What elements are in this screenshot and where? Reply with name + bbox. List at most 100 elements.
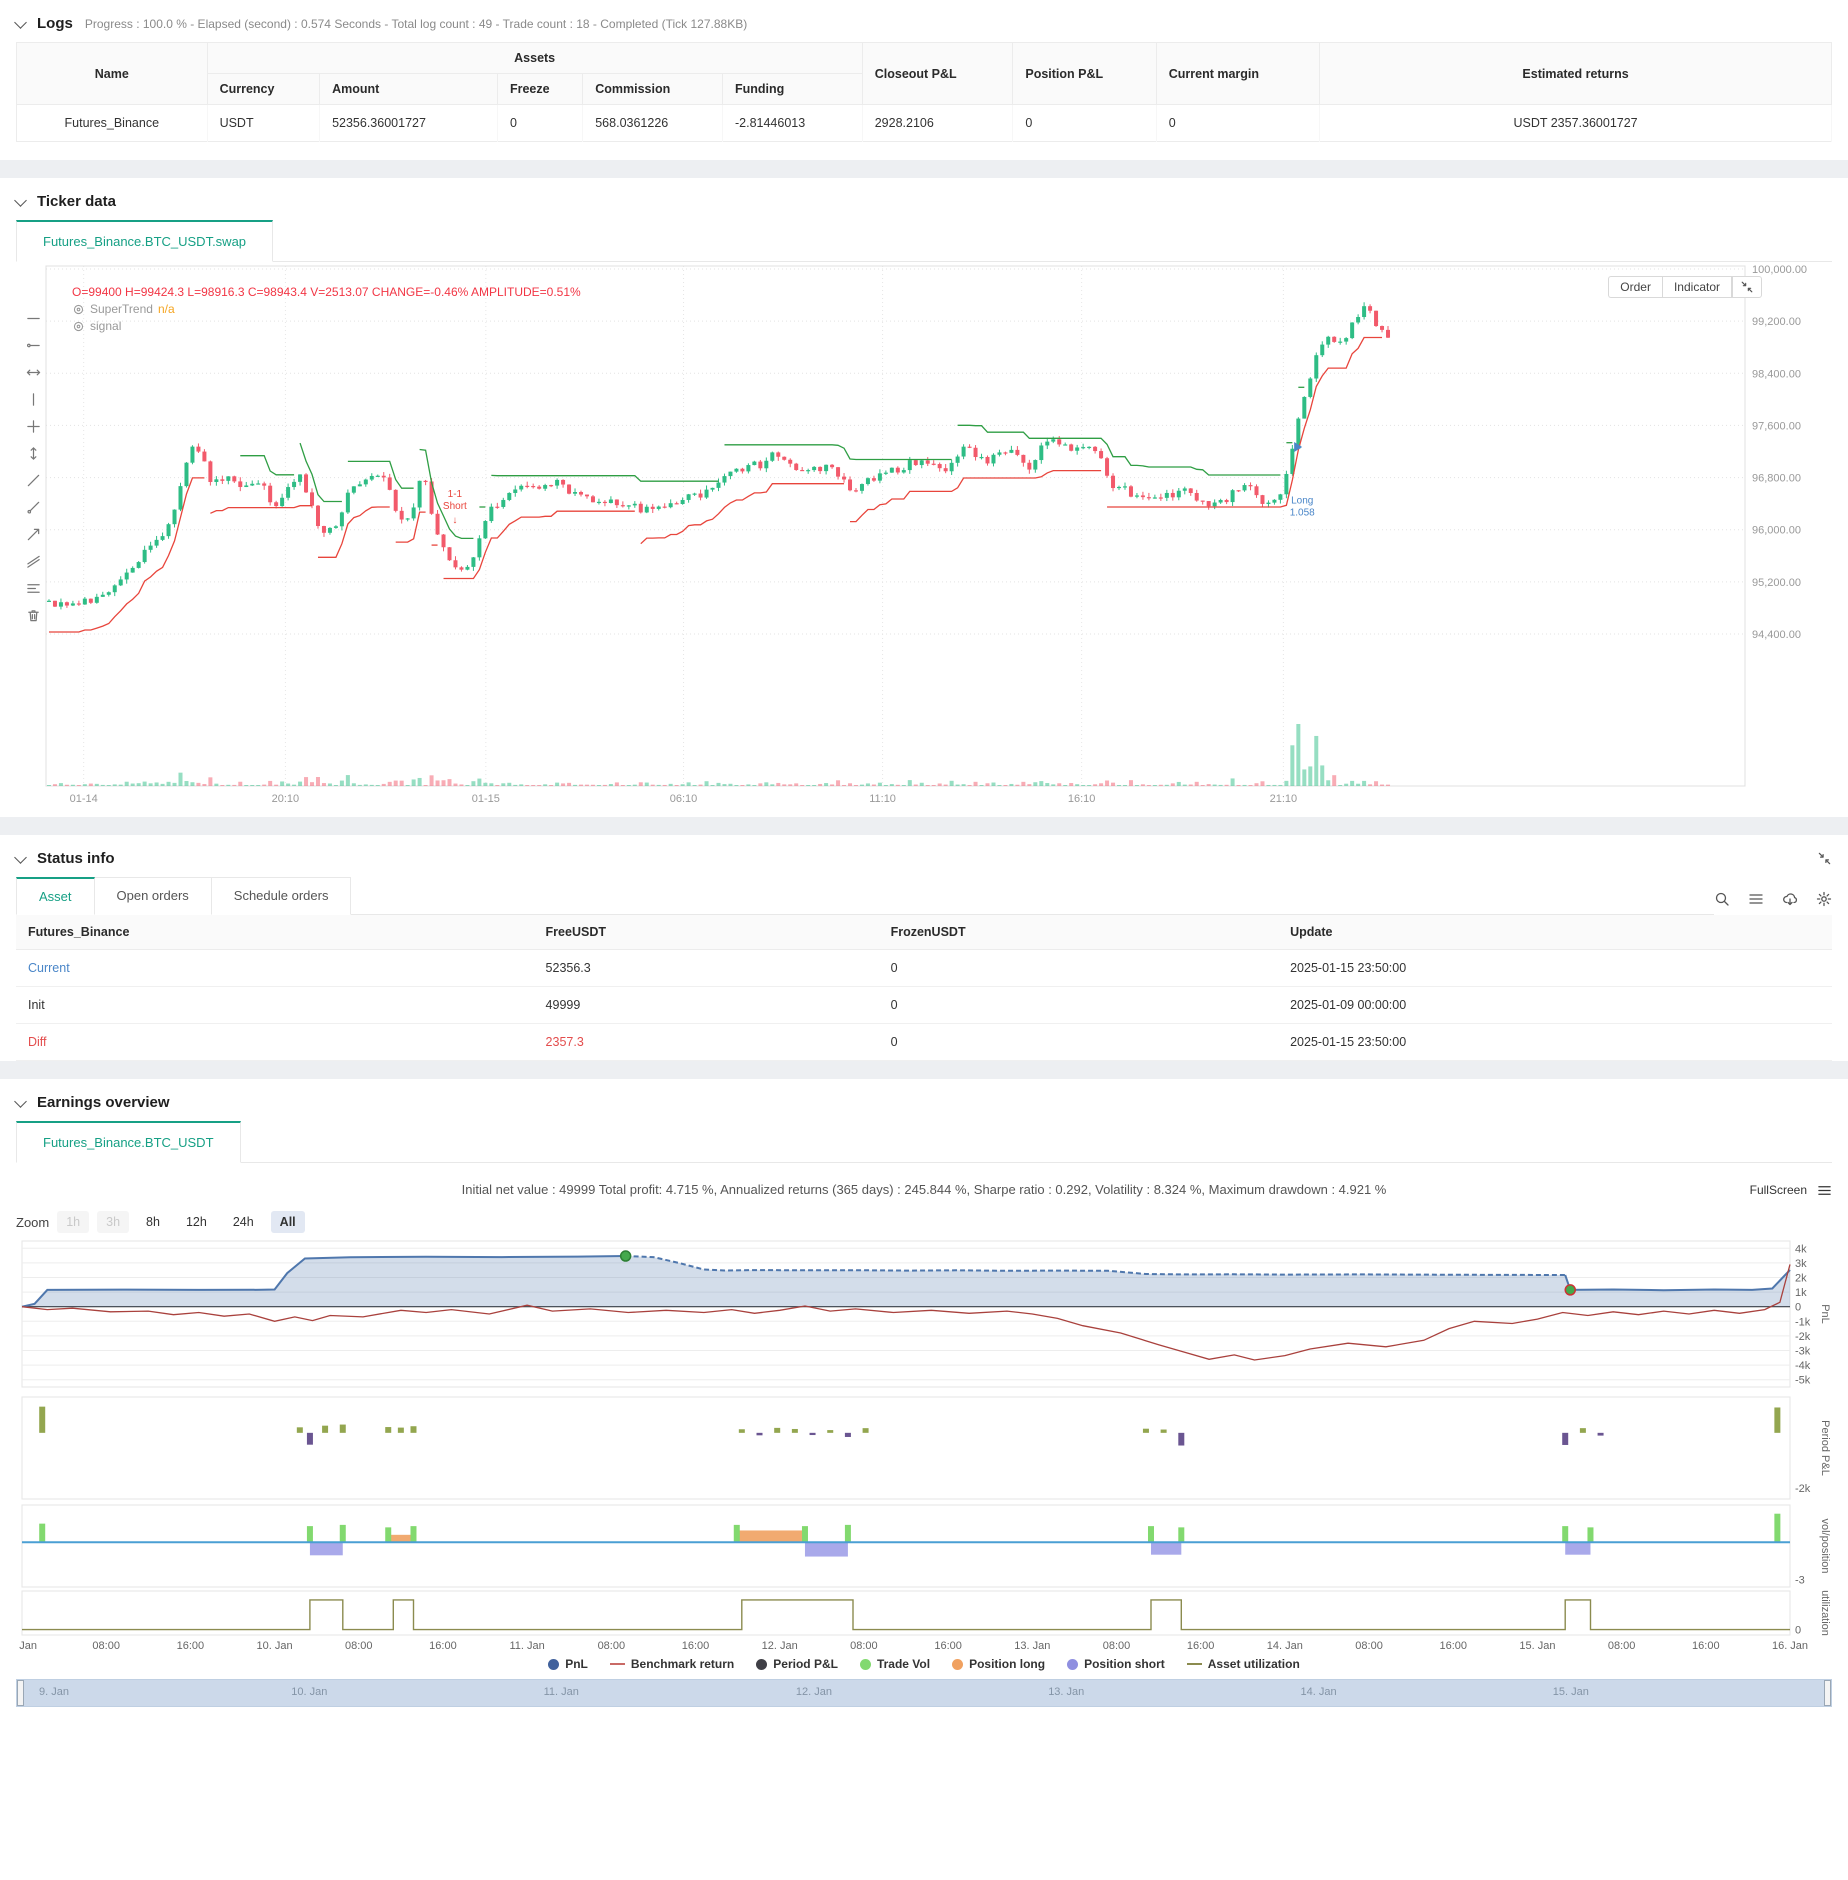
- assets-table: Name Assets Closeout P&L Position P&L Cu…: [16, 42, 1832, 142]
- tab-earnings-symbol[interactable]: Futures_Binance.BTC_USDT: [16, 1121, 241, 1163]
- eye-icon[interactable]: [72, 303, 85, 316]
- earnings-title: Earnings overview: [37, 1094, 170, 1111]
- navigator-right-handle[interactable]: [1824, 1680, 1831, 1706]
- navigator-date-label: 9. Jan: [39, 1686, 69, 1698]
- tab-asset[interactable]: Asset: [16, 877, 95, 915]
- earnings-legend: PnL Benchmark return Period P&L Trade Vol Po…: [16, 1657, 1832, 1671]
- trend-line-tool-icon[interactable]: [24, 472, 42, 488]
- logs-header: Logs Progress : 100.0 % - Elapsed (secon…: [14, 0, 1832, 42]
- legend-swatch: [609, 1663, 625, 1665]
- collapse-chevron-icon[interactable]: [14, 850, 27, 864]
- earnings-x-axis-label: 12. Jan: [762, 1640, 798, 1652]
- zoom-24h-button[interactable]: 24h: [223, 1211, 263, 1233]
- arrow-line-tool-icon[interactable]: [24, 526, 42, 542]
- col-commission: Commission: [582, 73, 723, 105]
- legend-item-period-p-l[interactable]: Period P&L: [756, 1657, 838, 1671]
- zoom-8h-button[interactable]: 8h: [137, 1211, 169, 1233]
- col-funding: Funding: [721, 73, 863, 105]
- tab-schedule-orders[interactable]: Schedule orders: [211, 877, 352, 915]
- ticker-tabbar: Futures_Binance.BTC_USDT.swap: [16, 220, 1832, 262]
- tab-ticker-symbol[interactable]: Futures_Binance.BTC_USDT.swap: [16, 220, 274, 262]
- status-col-account: Futures_Binance: [16, 915, 534, 950]
- parallel-channel-tool-icon[interactable]: [24, 553, 42, 569]
- diff-frozen: 0: [878, 1023, 1279, 1061]
- menu-icon[interactable]: [1748, 891, 1764, 907]
- util-axis-label: 0: [1795, 1625, 1801, 1637]
- legend-item-asset-utilization[interactable]: Asset utilization: [1186, 1657, 1300, 1671]
- asset-position: 0: [1012, 104, 1157, 142]
- asset-commission: 568.0361226: [582, 104, 723, 142]
- earnings-x-axis-label: 9. Jan: [16, 1640, 37, 1652]
- zoom-12h-button[interactable]: 12h: [176, 1211, 216, 1233]
- earnings-x-axis-label: 16:00: [1692, 1640, 1720, 1652]
- legend-item-benchmark-return[interactable]: Benchmark return: [609, 1657, 735, 1671]
- collapse-chevron-icon[interactable]: [14, 193, 27, 207]
- delete-tool-icon[interactable]: [24, 607, 42, 623]
- asset-returns: USDT 2357.36001727: [1319, 104, 1832, 142]
- navigator-left-handle[interactable]: [17, 1680, 24, 1706]
- ticker-x-axis-label: 01-14: [70, 793, 98, 805]
- search-icon[interactable]: [1714, 891, 1730, 907]
- ticker-y-axis-label: 94,400.00: [1752, 629, 1801, 641]
- eye-icon[interactable]: [72, 320, 85, 333]
- horizontal-line-tool-icon[interactable]: [24, 310, 42, 326]
- status-col-frozen: FrozenUSDT: [878, 915, 1279, 950]
- zoom-label: Zoom: [16, 1214, 50, 1230]
- ticker-y-axis-label: 96,000.00: [1752, 525, 1801, 537]
- fullscreen-button[interactable]: FullScreen: [1749, 1183, 1807, 1197]
- chart-expand-icon[interactable]: [1732, 276, 1762, 298]
- status-col-free: FreeUSDT: [533, 915, 879, 950]
- pnl-axis-label: -1k: [1795, 1316, 1811, 1328]
- pnl-axis-label: 4k: [1795, 1243, 1807, 1255]
- assets-row: Futures_Binance USDT 52356.36001727 0 56…: [16, 104, 1832, 142]
- legend-label: Benchmark return: [630, 1657, 735, 1671]
- status-tabbar: Asset Open orders Schedule orders: [16, 877, 1714, 915]
- init-label: Init: [16, 986, 534, 1024]
- period-axis-label: -2k: [1795, 1483, 1811, 1495]
- legend-item-pnl[interactable]: PnL: [548, 1657, 588, 1671]
- align-lines-tool-icon[interactable]: [24, 580, 42, 596]
- zoom-all-button[interactable]: All: [270, 1211, 305, 1233]
- pnl-axis-label: 3k: [1795, 1258, 1807, 1270]
- trade-signal-marker: Short: [443, 501, 467, 512]
- earnings-x-axis-label: 15. Jan: [1519, 1640, 1555, 1652]
- chart-menu-icon[interactable]: [1817, 1183, 1832, 1198]
- collapse-chevron-icon[interactable]: [14, 1094, 27, 1108]
- asset-currency: USDT: [207, 104, 321, 142]
- current-link[interactable]: Current: [28, 961, 70, 975]
- cross-line-tool-icon[interactable]: [24, 418, 42, 434]
- order-button[interactable]: Order: [1608, 276, 1662, 298]
- indicator-button[interactable]: Indicator: [1661, 276, 1732, 298]
- ticker-y-axis-label: 95,200.00: [1752, 577, 1801, 589]
- current-frozen: 0: [878, 949, 1279, 987]
- height-measure-tool-icon[interactable]: [24, 445, 42, 461]
- ray-line-tool-icon[interactable]: [24, 499, 42, 515]
- col-position-pnl: Position P&L: [1012, 42, 1157, 105]
- ticker-chart[interactable]: 100,000.00 99,200.00 98,400.00 97,600.00 96,…: [16, 262, 1832, 817]
- range-navigator[interactable]: 9. Jan 10. Jan 11. Jan 12. Jan 13. Jan 14. Ja…: [16, 1679, 1832, 1707]
- legend-item-position-short[interactable]: Position short: [1067, 1657, 1165, 1671]
- navigator-date-label: 13. Jan: [1048, 1686, 1085, 1698]
- collapse-chevron-icon[interactable]: [14, 15, 27, 29]
- arrows-horizontal-tool-icon[interactable]: [24, 364, 42, 380]
- zoom-1h-button: 1h: [57, 1211, 90, 1233]
- legend-item-position-long[interactable]: Position long: [952, 1657, 1045, 1671]
- cloud-download-icon[interactable]: [1782, 891, 1798, 907]
- logs-summary: Progress : 100.0 % - Elapsed (second) : …: [84, 16, 748, 31]
- earnings-chart[interactable]: 4k 3k 2k 1k 0 -1k -2k -3k -4k -5k -2k -3 0 9. Jan 08:0…: [16, 1237, 1832, 1655]
- vertical-line-tool-icon[interactable]: [24, 391, 42, 407]
- logs-title: Logs: [37, 15, 73, 32]
- settings-icon[interactable]: [1816, 891, 1832, 907]
- navigator-date-label: 12. Jan: [795, 1686, 832, 1698]
- legend-swatch: [1186, 1663, 1202, 1665]
- asset-funding: -2.81446013: [722, 104, 863, 142]
- section-expand-icon[interactable]: [1817, 851, 1832, 866]
- earnings-x-axis-label: 08:00: [1355, 1640, 1383, 1652]
- ticker-section: Ticker data Futures_Binance.BTC_USDT.swa…: [0, 178, 1848, 817]
- logs-section: Logs Progress : 100.0 % - Elapsed (secon…: [0, 0, 1848, 142]
- horizontal-ray-tool-icon[interactable]: [24, 337, 42, 353]
- earnings-x-axis-label: 14. Jan: [1267, 1640, 1303, 1652]
- legend-item-trade-vol[interactable]: Trade Vol: [859, 1657, 930, 1671]
- asset-name: Futures_Binance: [16, 104, 208, 142]
- tab-open-orders[interactable]: Open orders: [94, 877, 212, 915]
